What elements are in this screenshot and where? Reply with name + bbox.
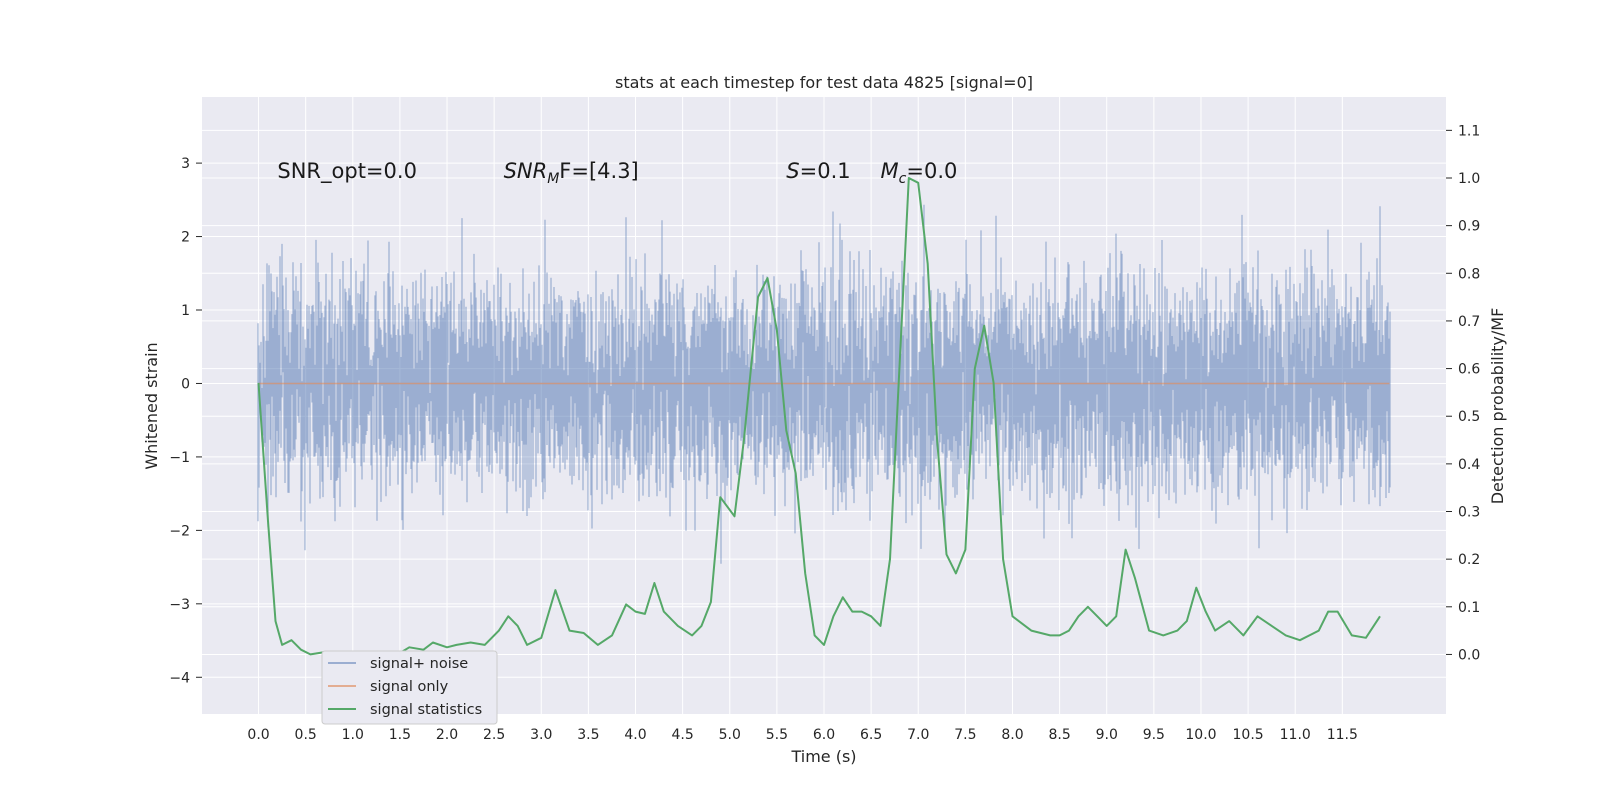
x-tick-label: 11.0 [1280, 727, 1311, 743]
x-tick-label: 6.5 [860, 727, 882, 743]
x-tick-label: 1.0 [342, 727, 364, 743]
legend: signal+ noise signal only signal statist… [321, 650, 498, 725]
x-tick-label: 5.5 [766, 727, 788, 743]
x-tick-label: 10.0 [1185, 727, 1216, 743]
x-tick-label: 8.0 [1001, 727, 1023, 743]
legend-label-signal-noise: signal+ noise [370, 656, 468, 672]
y2-tick-label: 0.5 [1458, 409, 1480, 425]
x-tick-label: 8.5 [1048, 727, 1070, 743]
x-tick-label: 6.0 [813, 727, 835, 743]
x-tick-label: 4.0 [624, 727, 646, 743]
signal-statistics-line [257, 177, 1381, 656]
y-tick-label: 2 [181, 230, 190, 246]
x-tick-label: 11.5 [1327, 727, 1358, 743]
y2-tick-label: 0.3 [1458, 505, 1480, 521]
y2-axis-ticks: 0.0 0.1 0.2 0.3 0.4 0.5 0.6 0.7 0.8 0.9 1.0 1.1 [1446, 123, 1480, 663]
x-axis-label: Time (s) [790, 747, 856, 766]
x-tick-label: 3.5 [577, 727, 599, 743]
annotation-text: SNR_opt=0.0 [277, 159, 417, 184]
y-tick-label: 3 [181, 156, 190, 172]
x-tick-label: 7.0 [907, 727, 929, 743]
x-tick-label: 0.0 [247, 727, 269, 743]
y2-tick-label: 0.1 [1458, 600, 1480, 616]
annotation-text: S=0.1 [786, 159, 850, 183]
y2-tick-label: 0.7 [1458, 314, 1480, 330]
y2-tick-label: 0.8 [1458, 266, 1480, 282]
y-tick-label: −1 [169, 450, 190, 466]
annotation-text: SNRMF=[4.3] [504, 159, 639, 187]
y-axis-ticks: −4 −3 −2 −1 0 1 2 3 [169, 156, 202, 686]
noise-trace [257, 204, 1391, 564]
x-tick-label: 10.5 [1233, 727, 1264, 743]
series-signal-noise [257, 204, 1391, 564]
x-tick-label: 5.0 [719, 727, 741, 743]
y2-tick-label: 0.2 [1458, 552, 1480, 568]
y-axis-label: Whitened strain [142, 342, 161, 469]
chart-title: stats at each timestep for test data 482… [615, 73, 1033, 92]
annotation-text: Mc=0.0 [881, 159, 958, 187]
y2-tick-label: 1.0 [1458, 171, 1480, 187]
x-tick-label: 9.0 [1096, 727, 1118, 743]
x-tick-label: 9.5 [1143, 727, 1165, 743]
y2-tick-label: 0.4 [1458, 457, 1480, 473]
y-tick-label: 0 [181, 376, 190, 392]
x-tick-label: 1.5 [389, 727, 411, 743]
x-axis-ticks: 0.0 0.5 1.0 1.5 2.0 2.5 3.0 3.5 4.0 4.5 5.0 5.5 6.0 6… [247, 727, 1358, 743]
y2-tick-label: 0.9 [1458, 219, 1480, 235]
legend-label-signal-statistics: signal statistics [370, 702, 482, 718]
x-tick-label: 7.5 [954, 727, 976, 743]
legend-box [321, 650, 498, 725]
x-tick-label: 2.5 [483, 727, 505, 743]
y2-tick-label: 0.6 [1458, 362, 1480, 378]
x-tick-label: 0.5 [295, 727, 317, 743]
x-tick-label: 3.0 [530, 727, 552, 743]
y-tick-label: −4 [169, 670, 190, 686]
legend-label-signal-only: signal only [370, 679, 449, 695]
y-tick-label: −3 [169, 597, 190, 613]
y2-tick-label: 1.1 [1458, 123, 1480, 139]
x-tick-label: 2.0 [436, 727, 458, 743]
y-tick-label: 1 [181, 303, 190, 319]
y-tick-label: −2 [169, 523, 190, 539]
y2-tick-label: 0.0 [1458, 647, 1480, 663]
y2-axis-label: Detection probability/MF [1488, 308, 1507, 505]
series-signal-statistics [257, 177, 1381, 656]
chart-annotations: SNR_opt=0.0 SNRMF=[4.3] S=0.1 Mc=0.0 [277, 159, 957, 187]
x-tick-label: 4.5 [672, 727, 694, 743]
